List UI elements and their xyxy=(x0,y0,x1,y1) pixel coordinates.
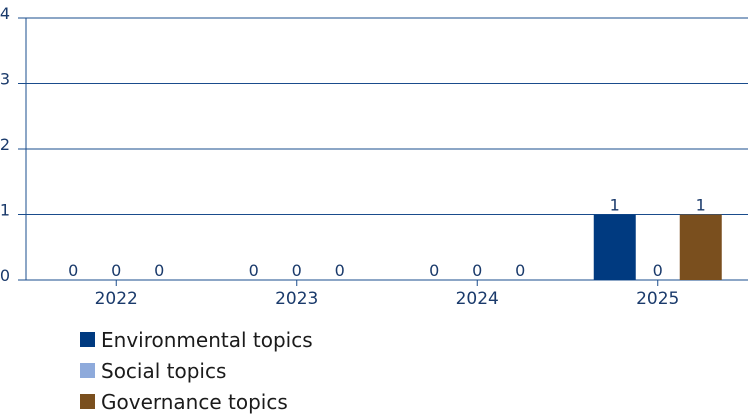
bar-2025-governance-topics xyxy=(679,214,722,280)
legend-label-social: Social topics xyxy=(101,358,227,383)
legend-label-environmental: Environmental topics xyxy=(101,327,313,352)
legend-swatch-environmental xyxy=(80,332,95,347)
bar-chart: 0 1 2 3 4 2022 0 0 0 2023 0 0 0 2024 0 0 0 2025 1 0 1 xyxy=(0,4,748,309)
data-label-2023-social-topics: 0 xyxy=(292,261,302,280)
data-label-2025-environmental-topics: 1 xyxy=(610,196,620,215)
data-label-2022-governance-topics: 0 xyxy=(154,261,164,280)
x-tick-label-2024: 2024 xyxy=(456,289,499,309)
x-tick-label-2022: 2022 xyxy=(95,289,138,309)
legend: Environmental topics Social topics Gover… xyxy=(80,324,313,417)
legend-swatch-social xyxy=(80,363,95,378)
data-label-2024-environmental-topics: 0 xyxy=(429,261,439,280)
legend-item-environmental: Environmental topics xyxy=(80,324,313,355)
data-label-2022-environmental-topics: 0 xyxy=(68,261,78,280)
data-label-2023-environmental-topics: 0 xyxy=(249,261,259,280)
data-label-2025-governance-topics: 1 xyxy=(696,196,706,215)
x-tick-label-2025: 2025 xyxy=(636,289,679,309)
y-tick-label-3: 3 xyxy=(0,70,10,89)
data-label-2024-social-topics: 0 xyxy=(472,261,482,280)
data-label-2023-governance-topics: 0 xyxy=(335,261,345,280)
data-label-2024-governance-topics: 0 xyxy=(515,261,525,280)
y-tick-label-4: 4 xyxy=(0,4,10,23)
legend-item-governance: Governance topics xyxy=(80,386,313,417)
y-tick-label-1: 1 xyxy=(0,201,10,220)
data-label-2022-social-topics: 0 xyxy=(111,261,121,280)
y-tick-label-0: 0 xyxy=(0,266,10,285)
bar-2025-environmental-topics xyxy=(593,214,636,280)
legend-swatch-governance xyxy=(80,394,95,409)
x-tick-label-2023: 2023 xyxy=(275,289,318,309)
data-label-2025-social-topics: 0 xyxy=(653,261,663,280)
legend-item-social: Social topics xyxy=(80,355,313,386)
y-tick-label-2: 2 xyxy=(0,135,10,154)
